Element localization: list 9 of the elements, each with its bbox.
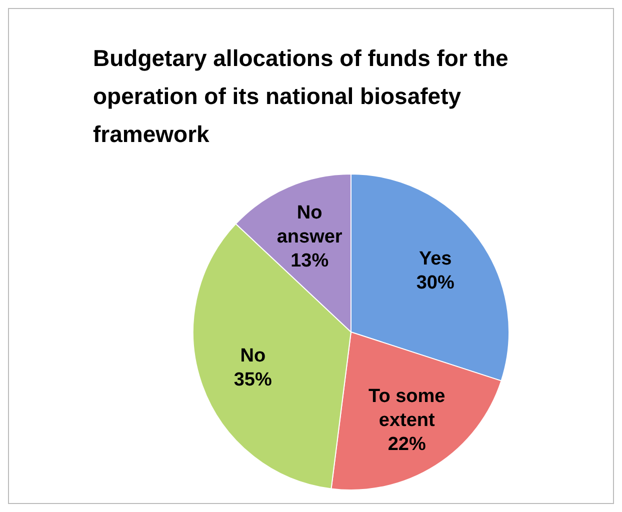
data-label: 13%: [290, 250, 329, 271]
slice-label: No: [240, 344, 266, 366]
slice-label: To some extent: [368, 386, 446, 431]
data-label: 35%: [234, 368, 272, 390]
data-label: 22%: [388, 434, 426, 455]
slice-label: No answer: [276, 202, 343, 247]
chart-title: Budgetary allocations of funds for the operation of its national biosafety framework: [93, 44, 510, 149]
data-label: 30%: [416, 272, 454, 294]
slice-label: Yes: [418, 248, 452, 270]
